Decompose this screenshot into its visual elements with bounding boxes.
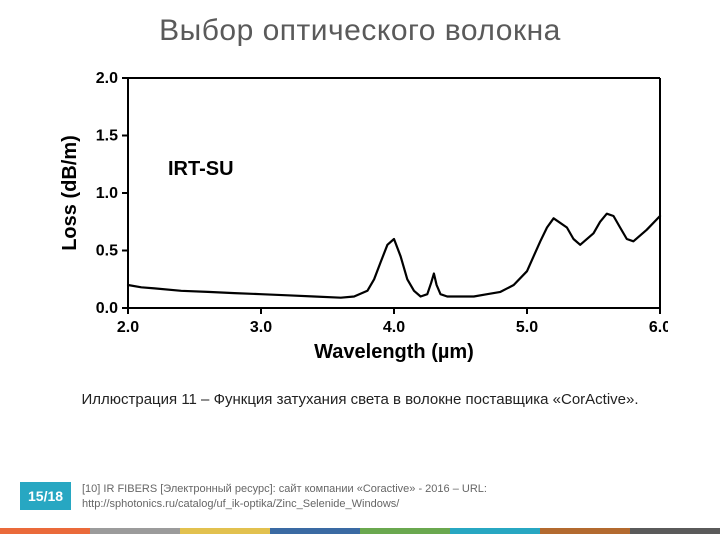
svg-text:2.0: 2.0 — [117, 319, 139, 336]
svg-text:6.0: 6.0 — [649, 319, 668, 336]
footer-color-bar — [0, 528, 720, 534]
svg-text:0.0: 0.0 — [96, 300, 118, 317]
bar-seg — [450, 528, 540, 534]
chart-series-label: IRT-SU — [168, 158, 234, 181]
figure-caption: Иллюстрация 11 – Функция затухания света… — [0, 390, 720, 410]
citation-text: [10] IR FIBERS [Электронный ресурс]: сай… — [82, 482, 642, 512]
svg-text:1.5: 1.5 — [96, 128, 118, 145]
slide-title: Выбор оптического волокна — [0, 14, 720, 48]
loss-chart: IRT-SU 0.0 0.5 1.0 1.5 2.0 2.0 3.0 4.0 5.0 6.0 Wav… — [58, 68, 668, 368]
bar-seg — [270, 528, 360, 534]
svg-text:0.5: 0.5 — [96, 243, 118, 260]
bar-seg — [540, 528, 630, 534]
page-number-badge: 15/18 — [20, 482, 71, 510]
svg-text:Loss (dB/m): Loss (dB/m) — [59, 135, 81, 251]
svg-text:5.0: 5.0 — [516, 319, 538, 336]
svg-text:3.0: 3.0 — [250, 319, 272, 336]
bar-seg — [90, 528, 180, 534]
svg-text:1.0: 1.0 — [96, 185, 118, 202]
bar-seg — [180, 528, 270, 534]
bar-seg — [360, 528, 450, 534]
svg-text:4.0: 4.0 — [383, 319, 405, 336]
svg-text:Wavelength (µm): Wavelength (µm) — [314, 341, 474, 363]
svg-text:2.0: 2.0 — [96, 70, 118, 87]
bar-seg — [630, 528, 720, 534]
bar-seg — [0, 528, 90, 534]
